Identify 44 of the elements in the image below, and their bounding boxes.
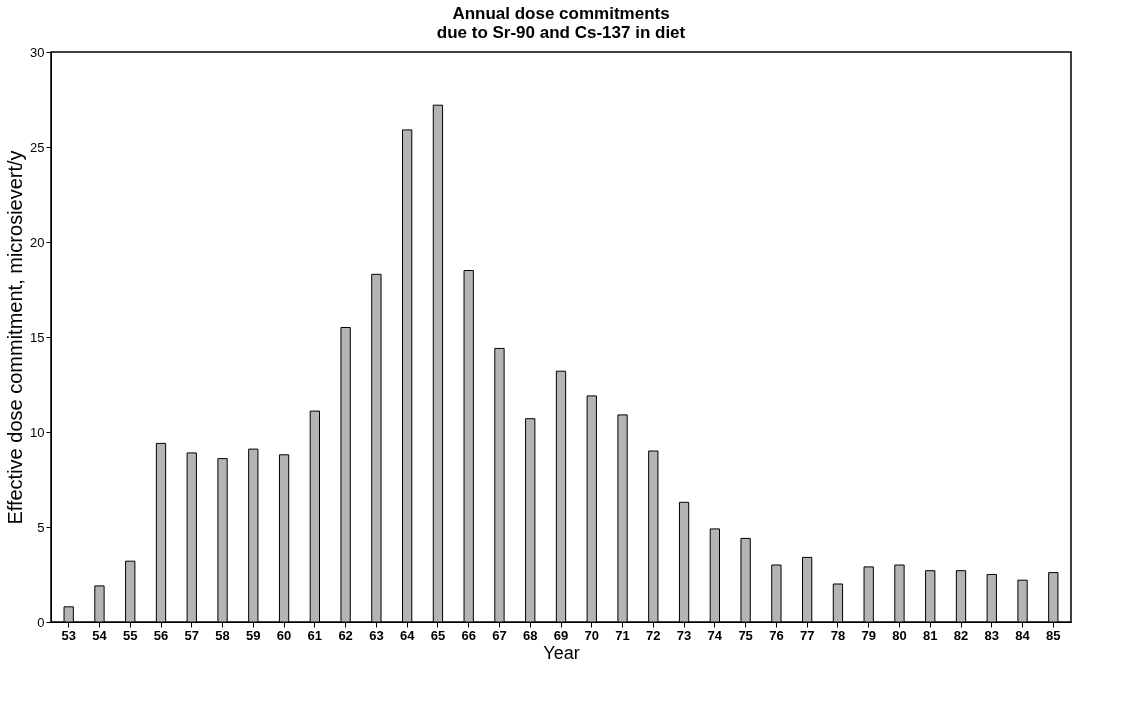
x-tick-label: 73 <box>676 627 692 643</box>
x-tick-label: 67 <box>492 627 507 643</box>
x-tick-label: 75 <box>738 627 753 643</box>
x-tick-label: 69 <box>553 627 569 643</box>
y-tick-label: 10 <box>30 424 45 440</box>
x-tick-label: 80 <box>892 627 907 643</box>
x-tick-label: 72 <box>646 627 661 643</box>
x-tick-label: 68 <box>523 627 538 643</box>
x-tick-label: 70 <box>584 627 599 643</box>
x-tick-label: 60 <box>276 627 292 643</box>
x-tick-label: 57 <box>184 627 199 643</box>
x-tick-label: 55 <box>123 627 138 643</box>
x-tick-label: 83 <box>984 627 999 643</box>
y-tick-label: 25 <box>30 139 45 155</box>
x-tick-label: 81 <box>923 627 938 643</box>
text: Annual dose commitments <box>452 4 670 23</box>
x-tick-label: 53 <box>61 627 76 643</box>
x-tick-label: 62 <box>338 627 353 643</box>
x-tick-label: 66 <box>461 627 476 643</box>
x-tick-label: 84 <box>1015 627 1031 643</box>
x-tick-label: 61 <box>307 627 323 643</box>
x-tick-label: 58 <box>215 627 230 643</box>
x-tick-label: 82 <box>953 627 969 643</box>
y-tick-label: 20 <box>30 234 45 250</box>
x-axis-title: Year <box>543 642 580 663</box>
y-tick-label: 5 <box>37 519 45 535</box>
x-tick-label: 59 <box>246 627 261 643</box>
x-tick-label: 85 <box>1046 627 1061 643</box>
x-tick-label: 77 <box>799 627 815 643</box>
x-tick-label: 78 <box>830 627 846 643</box>
x-tick-label: 74 <box>707 627 723 643</box>
x-tick-label: 76 <box>769 627 784 643</box>
x-tick-label: 65 <box>430 627 446 643</box>
x-tick-label: 63 <box>369 627 384 643</box>
x-tick-label: 71 <box>615 627 630 643</box>
y-tick-label: 15 <box>30 329 45 345</box>
y-tick-label: 0 <box>37 614 45 630</box>
y-tick-label: 30 <box>30 44 45 60</box>
x-tick-label: 64 <box>399 627 416 643</box>
text: due to Sr-90 and Cs-137 in diet <box>436 23 686 42</box>
x-tick-label: 79 <box>861 627 876 643</box>
x-tick-label: 54 <box>92 627 108 643</box>
y-axis-title: Effective dose commitment, microsievert/y <box>4 150 27 525</box>
x-tick-label: 56 <box>153 627 169 643</box>
